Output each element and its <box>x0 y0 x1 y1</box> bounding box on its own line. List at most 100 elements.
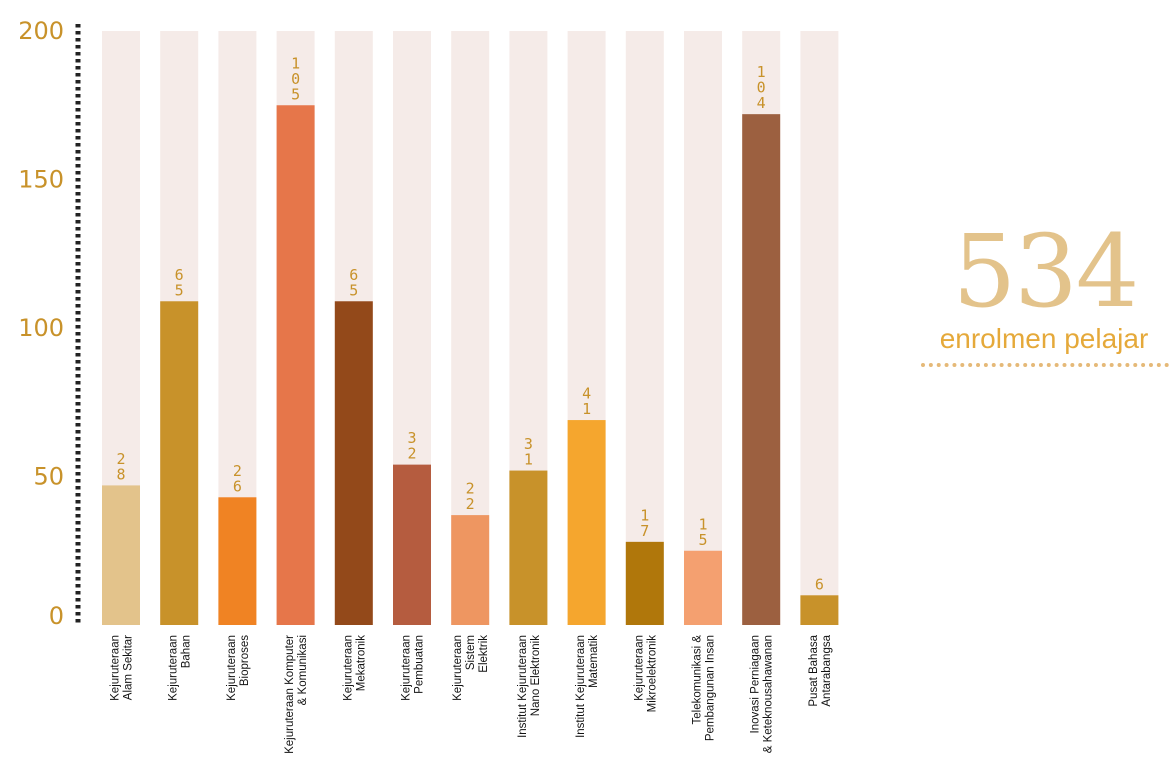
x-tick-label-line: Pembuatan <box>414 635 426 694</box>
x-tick-label-line: Telekomunikasi & <box>692 635 704 725</box>
x-axis-labels: Kejuruteraan Alam Sekitar Kejuruteraan Baha… <box>110 634 833 754</box>
value-label-12: 104 <box>757 63 766 112</box>
value-label-digit: 2 <box>116 450 125 468</box>
value-label-digit: 2 <box>466 495 475 513</box>
total-enrolment-label: enrolmen pelajar <box>939 323 1149 354</box>
value-label-digit: 5 <box>349 281 358 299</box>
y-tick-label: 50 <box>33 463 64 491</box>
bar-track-10 <box>625 31 664 625</box>
value-label-digit: 6 <box>175 266 184 284</box>
x-tick-label-line: Kejuruteraan <box>342 635 354 701</box>
y-tick-label: 100 <box>18 314 64 342</box>
x-tick-label-2: Kejuruteraan Bahan <box>168 635 193 701</box>
value-label-digit: 5 <box>175 281 184 299</box>
value-label-5: 65 <box>349 266 358 300</box>
x-tick-label-7: Kejuruteraan Sistem Elektrik <box>452 635 490 701</box>
x-tick-label-11: Telekomunikasi & Pembangunan Insan <box>692 635 717 741</box>
x-tick-label-line: Institut Kejuruteraan <box>517 635 529 738</box>
y-axis: 0 50 100 150 200 <box>18 17 81 630</box>
value-label-13: 6 <box>815 575 824 593</box>
value-label-7: 22 <box>466 480 475 514</box>
bar-11 <box>684 550 722 625</box>
x-tick-label-line: Inovasi Perniagaan <box>750 635 762 733</box>
bar-6 <box>393 464 431 625</box>
value-label-digit: 1 <box>582 400 591 418</box>
value-label-digit: 8 <box>116 465 125 483</box>
value-label-digit: 6 <box>349 266 358 284</box>
value-label-digit: 1 <box>698 515 707 533</box>
x-tick-label-4: Kejuruteraan Komputer & Komunikasi <box>284 635 309 754</box>
value-label-digit: 4 <box>582 385 591 403</box>
bar-3 <box>218 497 257 625</box>
bar-8 <box>509 470 548 625</box>
value-label-digit: 1 <box>524 451 533 469</box>
value-label-digit: 0 <box>291 70 300 88</box>
bar-1 <box>102 485 140 625</box>
value-label-2: 65 <box>175 266 184 300</box>
y-tick-label: 200 <box>18 17 64 45</box>
value-label-1: 28 <box>116 450 125 484</box>
x-tick-label-6: Kejuruteraan Pembuatan <box>401 635 426 701</box>
value-label-digit: 0 <box>757 79 766 97</box>
x-tick-label-3: Kejuruteraan Bioproses <box>226 635 251 701</box>
x-tick-label-line: Kejuruteraan <box>110 635 122 701</box>
value-label-digit: 3 <box>407 429 416 447</box>
x-tick-label-line: Antarabangsa <box>821 634 833 706</box>
x-tick-label-line: Sistem <box>465 635 477 670</box>
x-tick-label-line: Matematik <box>588 635 600 688</box>
x-tick-label-5: Kejuruteraan Mekatronik <box>342 635 367 701</box>
x-tick-label-line: Kejuruteraan Komputer <box>284 635 296 754</box>
x-tick-label-12: Inovasi Perniagaan & Keteknousahawanan <box>750 635 775 753</box>
bar-9 <box>567 420 606 625</box>
x-tick-label-10: Kejuruteraan Mikroelektronik <box>633 635 658 713</box>
x-tick-label-line: Mekatronik <box>355 635 367 691</box>
x-tick-label-line: Bahan <box>181 635 193 668</box>
value-label-digit: 2 <box>407 445 416 463</box>
value-label-6: 32 <box>407 429 416 463</box>
bar-2 <box>160 301 199 625</box>
bar-track-11 <box>684 31 722 625</box>
x-tick-label-line: Kejuruteraan <box>401 635 413 701</box>
dotted-divider <box>921 363 1169 367</box>
bar-5 <box>334 301 373 625</box>
bar-4 <box>276 105 315 625</box>
x-tick-label-line: & Komunikasi <box>297 635 309 705</box>
value-label-digit: 2 <box>233 462 242 480</box>
value-label-4: 105 <box>291 54 300 103</box>
value-label-digit: 1 <box>757 63 766 81</box>
x-tick-label-1: Kejuruteraan Alam Sekitar <box>110 635 135 701</box>
x-tick-label-line: Pembangunan Insan <box>705 635 717 741</box>
value-label-digit: 1 <box>640 506 649 524</box>
value-label-digit: 6 <box>233 477 242 495</box>
x-tick-label-line: Mikroelektronik <box>646 635 658 713</box>
value-label-9: 41 <box>582 385 591 419</box>
total-enrolment-number: 534 <box>952 213 1140 330</box>
value-label-digit: 5 <box>698 531 707 549</box>
x-tick-label-line: Institut Kejuruteraan <box>575 635 587 738</box>
value-label-10: 17 <box>640 506 649 540</box>
x-tick-label-line: Alam Sekitar <box>123 635 135 700</box>
x-tick-label-line: Kejuruteraan <box>226 635 238 701</box>
bar-7 <box>451 515 490 625</box>
value-label-3: 26 <box>233 462 242 496</box>
value-label-digit: 3 <box>524 435 533 453</box>
value-label-digit: 5 <box>291 85 300 103</box>
x-tick-label-8: Institut Kejuruteraan Nano Elektronik <box>517 635 542 738</box>
x-tick-label-line: Kejuruteraan <box>452 635 464 701</box>
value-label-digit: 4 <box>757 94 766 112</box>
x-tick-label-13: Pusat Bahasa Antarabangsa <box>808 634 833 706</box>
bar-12 <box>742 114 781 625</box>
value-label-digit: 6 <box>815 575 824 593</box>
value-label-11: 15 <box>698 515 707 549</box>
bars <box>102 105 839 625</box>
bar-10 <box>625 541 664 625</box>
value-label-digit: 7 <box>640 522 649 540</box>
x-tick-label-line: Nano Elektronik <box>530 635 542 716</box>
x-tick-label-9: Institut Kejuruteraan Matematik <box>575 635 600 738</box>
x-tick-label-line: Pusat Bahasa <box>808 634 820 706</box>
y-tick-label: 150 <box>18 166 64 194</box>
bar-13 <box>800 595 839 625</box>
value-label-8: 31 <box>524 435 533 469</box>
x-tick-label-line: Kejuruteraan <box>633 635 645 701</box>
